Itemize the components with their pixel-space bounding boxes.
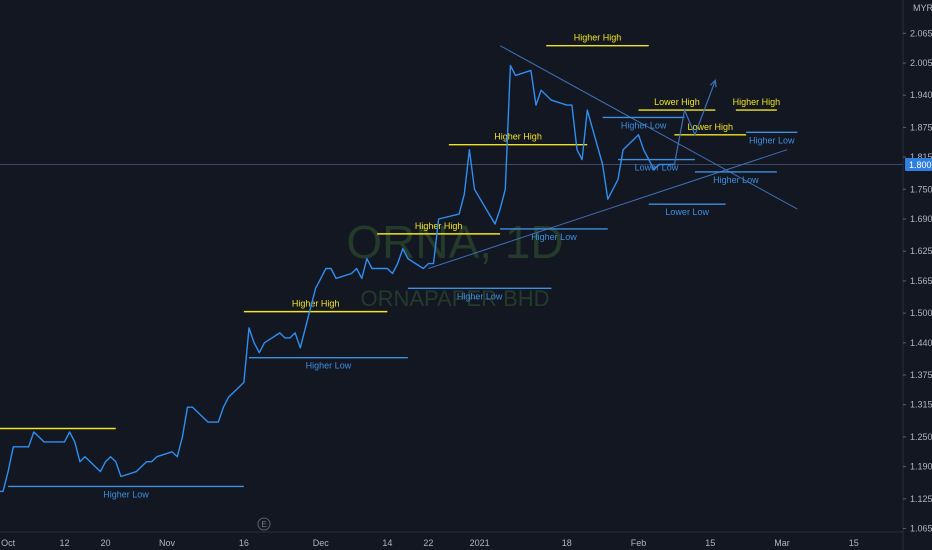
currency-label: MYR bbox=[913, 3, 932, 13]
swing-high-label: Higher High bbox=[733, 97, 781, 107]
time-tick-label: 18 bbox=[562, 538, 572, 548]
price-tick-label: 1.125 bbox=[910, 494, 932, 504]
price-tick-label: 1.690 bbox=[910, 214, 932, 224]
time-tick-label: 20 bbox=[100, 538, 110, 548]
price-tick-label: 1.500 bbox=[910, 308, 932, 318]
price-tick-label: 1.440 bbox=[910, 338, 932, 348]
time-tick-label: Nov bbox=[159, 538, 176, 548]
time-tick-label: 2021 bbox=[470, 538, 490, 548]
price-tick-label: 1.875 bbox=[910, 122, 932, 132]
current-price-label: 1.800 bbox=[909, 160, 932, 170]
price-tick-label: 1.565 bbox=[910, 276, 932, 286]
price-tick-label: 2.065 bbox=[910, 28, 932, 38]
time-tick-label: 15 bbox=[705, 538, 715, 548]
price-tick-label: 1.250 bbox=[910, 432, 932, 442]
time-tick-label: 15 bbox=[849, 538, 859, 548]
price-tick-label: 1.750 bbox=[910, 184, 932, 194]
swing-high-label: Higher High bbox=[292, 299, 340, 309]
time-tick-label: Feb bbox=[631, 538, 647, 548]
current-price-tag: 1.800 bbox=[905, 158, 932, 171]
price-tick-label: 1.065 bbox=[910, 524, 932, 534]
watermark-company-name: ORNAPAPER BHD bbox=[360, 286, 549, 311]
swing-low-label: Higher Low bbox=[531, 232, 577, 242]
swing-high-label: Lower High bbox=[654, 97, 700, 107]
time-tick-label: Dec bbox=[313, 538, 330, 548]
swing-low-label: Higher Low bbox=[621, 120, 667, 130]
price-tick-label: 1.190 bbox=[910, 462, 932, 472]
price-tick-label: 2.005 bbox=[910, 58, 932, 68]
swing-high-label: Higher High bbox=[574, 33, 622, 43]
price-tick-label: 1.375 bbox=[910, 370, 932, 380]
price-tick-label: 1.940 bbox=[910, 90, 932, 100]
swing-low-label: Higher Low bbox=[103, 489, 149, 499]
time-tick-label: 22 bbox=[423, 538, 433, 548]
price-tick-label: 1.625 bbox=[910, 246, 932, 256]
swing-low-label: Higher Low bbox=[713, 175, 759, 185]
time-tick-label: Oct bbox=[1, 538, 16, 548]
time-tick-label: 14 bbox=[382, 538, 392, 548]
swing-high-label: Higher High bbox=[494, 132, 542, 142]
swing-low-label: Higher Low bbox=[749, 135, 795, 145]
swing-low-label: Higher Low bbox=[457, 291, 503, 301]
swing-low-label: Higher Low bbox=[306, 361, 352, 371]
swing-low-label: Lower Low bbox=[665, 207, 709, 217]
price-tick-label: 1.315 bbox=[910, 400, 932, 410]
time-tick-label: Mar bbox=[774, 538, 790, 548]
swing-high-label: Lower High bbox=[687, 122, 733, 132]
time-tick-label: 12 bbox=[59, 538, 69, 548]
time-tick-label: 16 bbox=[239, 538, 249, 548]
event-icon-label: E bbox=[261, 520, 266, 529]
